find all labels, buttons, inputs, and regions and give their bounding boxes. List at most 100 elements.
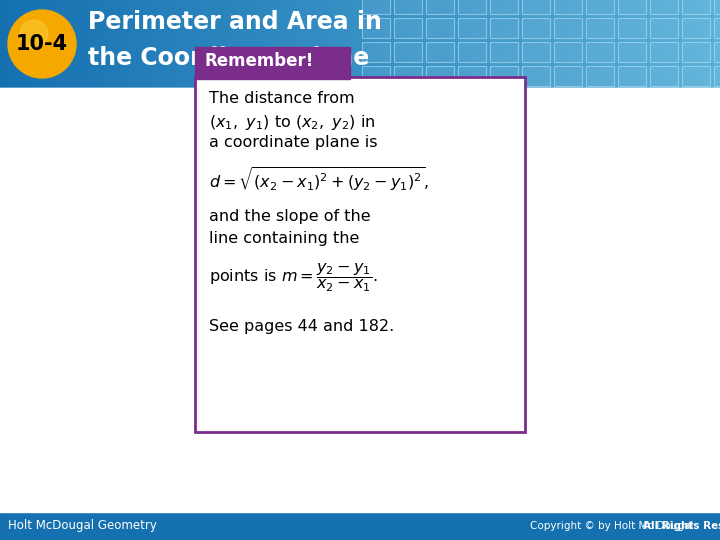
- Bar: [252, 0, 256, 88]
- Bar: [7, 0, 11, 88]
- Bar: [557, 0, 560, 88]
- Bar: [552, 0, 555, 88]
- Bar: [384, 0, 387, 88]
- Bar: [449, 0, 452, 88]
- Bar: [713, 0, 716, 88]
- Bar: [401, 0, 404, 88]
- Bar: [189, 0, 193, 88]
- Bar: [576, 0, 580, 88]
- Bar: [504, 0, 508, 88]
- Bar: [315, 0, 318, 88]
- Bar: [571, 0, 575, 88]
- Bar: [324, 0, 328, 88]
- Bar: [312, 0, 315, 88]
- Bar: [497, 0, 500, 88]
- Bar: [682, 0, 710, 14]
- Bar: [475, 0, 479, 88]
- Bar: [506, 0, 510, 88]
- Bar: [12, 0, 15, 88]
- Bar: [362, 42, 390, 62]
- Bar: [670, 0, 673, 88]
- Bar: [72, 0, 76, 88]
- Bar: [214, 0, 217, 88]
- Bar: [50, 0, 54, 88]
- Bar: [307, 0, 310, 88]
- Bar: [115, 0, 119, 88]
- Bar: [703, 0, 706, 88]
- Bar: [135, 0, 138, 88]
- Bar: [5, 0, 8, 88]
- Bar: [101, 0, 104, 88]
- Bar: [701, 0, 704, 88]
- Bar: [197, 0, 200, 88]
- Bar: [554, 0, 558, 88]
- Bar: [122, 0, 126, 88]
- Bar: [667, 0, 670, 88]
- Bar: [662, 0, 666, 88]
- Bar: [665, 0, 668, 88]
- Bar: [686, 0, 690, 88]
- Bar: [432, 0, 436, 88]
- Bar: [336, 0, 339, 88]
- Bar: [619, 0, 623, 88]
- Bar: [2, 0, 6, 88]
- Bar: [547, 0, 551, 88]
- Bar: [139, 0, 143, 88]
- Bar: [682, 42, 710, 62]
- Bar: [338, 0, 342, 88]
- Circle shape: [20, 20, 48, 48]
- Circle shape: [8, 10, 76, 78]
- Bar: [99, 0, 102, 88]
- Bar: [394, 0, 422, 14]
- Text: $(x_1,\ y_1)$ to $(x_2,\ y_2)$ in: $(x_1,\ y_1)$ to $(x_2,\ y_2)$ in: [209, 113, 376, 132]
- Bar: [27, 0, 30, 88]
- Bar: [698, 0, 702, 88]
- Bar: [302, 0, 306, 88]
- Bar: [578, 0, 582, 88]
- Bar: [405, 0, 409, 88]
- Bar: [554, 0, 582, 14]
- Bar: [650, 42, 678, 62]
- Bar: [714, 66, 720, 86]
- Bar: [621, 0, 625, 88]
- Bar: [711, 0, 714, 88]
- Bar: [693, 0, 697, 88]
- Text: points is $m = \dfrac{y_2 - y_1}{x_2 - x_1}.$: points is $m = \dfrac{y_2 - y_1}{x_2 - x…: [209, 261, 377, 294]
- Bar: [588, 0, 591, 88]
- Bar: [562, 0, 565, 88]
- Bar: [225, 0, 229, 88]
- Bar: [106, 0, 109, 88]
- Bar: [360, 0, 364, 88]
- Bar: [495, 0, 498, 88]
- Bar: [195, 47, 350, 79]
- Bar: [110, 0, 114, 88]
- Bar: [398, 0, 402, 88]
- Bar: [607, 0, 611, 88]
- Bar: [413, 0, 416, 88]
- Bar: [0, 0, 4, 88]
- Bar: [567, 0, 570, 88]
- Bar: [463, 0, 467, 88]
- Bar: [441, 0, 445, 88]
- Bar: [477, 0, 481, 88]
- Bar: [238, 0, 241, 88]
- Bar: [161, 0, 164, 88]
- Bar: [629, 0, 632, 88]
- Bar: [490, 0, 493, 88]
- Bar: [614, 0, 618, 88]
- Bar: [545, 0, 548, 88]
- Bar: [426, 18, 454, 38]
- Bar: [482, 0, 486, 88]
- Bar: [300, 0, 303, 88]
- Text: Holt McDougal Geometry: Holt McDougal Geometry: [8, 519, 157, 532]
- Bar: [74, 0, 78, 88]
- Bar: [58, 0, 61, 88]
- Bar: [696, 0, 699, 88]
- Bar: [509, 0, 512, 88]
- Bar: [55, 0, 58, 88]
- Bar: [146, 0, 150, 88]
- Bar: [117, 0, 121, 88]
- Bar: [38, 0, 42, 88]
- Bar: [586, 42, 614, 62]
- Bar: [351, 0, 354, 88]
